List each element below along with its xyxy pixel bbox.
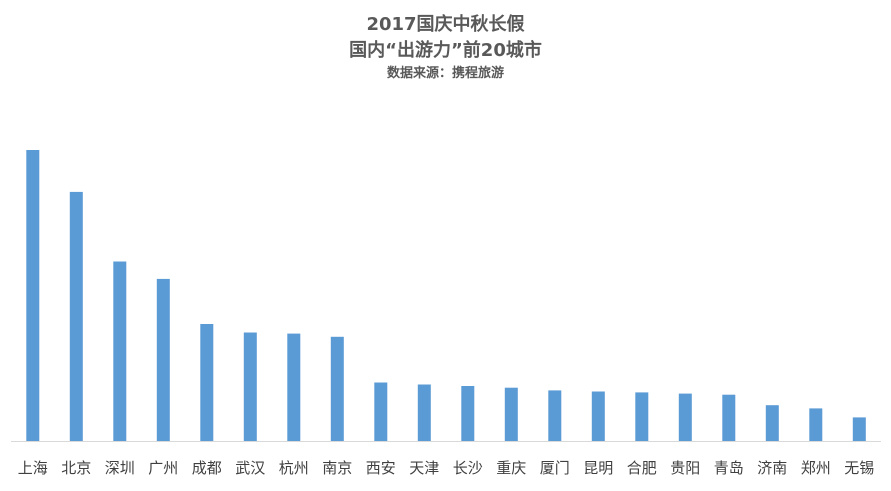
chart-subtitle: 国内“出游力”前20城市	[349, 40, 542, 61]
x-tick-label: 成都	[192, 459, 222, 477]
x-tick-label: 广州	[148, 459, 178, 477]
bar-成都	[200, 324, 214, 441]
x-tick-label: 西安	[366, 459, 396, 477]
chart-source: 数据来源：携程旅游	[386, 66, 504, 81]
bar-厦门	[548, 390, 562, 441]
bar-深圳	[113, 261, 127, 441]
x-tick-label: 厦门	[540, 459, 570, 477]
bar-上海	[26, 150, 40, 441]
bar-无锡	[852, 417, 866, 441]
x-tick-label: 青岛	[714, 459, 744, 477]
x-tick-label: 深圳	[105, 459, 135, 477]
bar-长沙	[461, 386, 475, 441]
x-tick-label: 杭州	[279, 459, 309, 477]
bar-西安	[374, 382, 388, 441]
bar-郑州	[809, 408, 823, 441]
bar-重庆	[504, 387, 518, 441]
bar-合肥	[635, 392, 649, 441]
x-tick-label: 北京	[61, 459, 91, 477]
bar-昆明	[591, 391, 605, 441]
x-tick-label: 武汉	[235, 459, 265, 477]
x-tick-label: 上海	[18, 459, 48, 477]
chart-title: 2017国庆中秋长假	[366, 14, 525, 35]
chart-titles: 2017国庆中秋长假 国内“出游力”前20城市 数据来源：携程旅游	[0, 12, 891, 84]
bar-杭州	[287, 333, 301, 441]
bar-贵阳	[678, 393, 692, 441]
x-tick-label: 济南	[757, 459, 787, 477]
x-tick-label: 合肥	[627, 459, 657, 477]
x-tick-label: 重庆	[496, 459, 526, 477]
bar-南京	[330, 336, 344, 441]
bar-广州	[156, 278, 170, 441]
x-tick-label: 昆明	[583, 459, 613, 477]
bar-青岛	[722, 394, 736, 441]
bar-武汉	[243, 332, 257, 441]
x-tick-label: 天津	[409, 459, 439, 477]
x-tick-label: 郑州	[801, 459, 831, 477]
x-tick-label: 贵阳	[670, 459, 700, 477]
x-tick-label: 无锡	[844, 459, 874, 477]
bar-北京	[69, 191, 83, 441]
x-tick-label: 南京	[322, 459, 352, 477]
bar-济南	[765, 405, 779, 441]
x-tick-label: 长沙	[453, 459, 483, 477]
bar-天津	[417, 384, 431, 441]
